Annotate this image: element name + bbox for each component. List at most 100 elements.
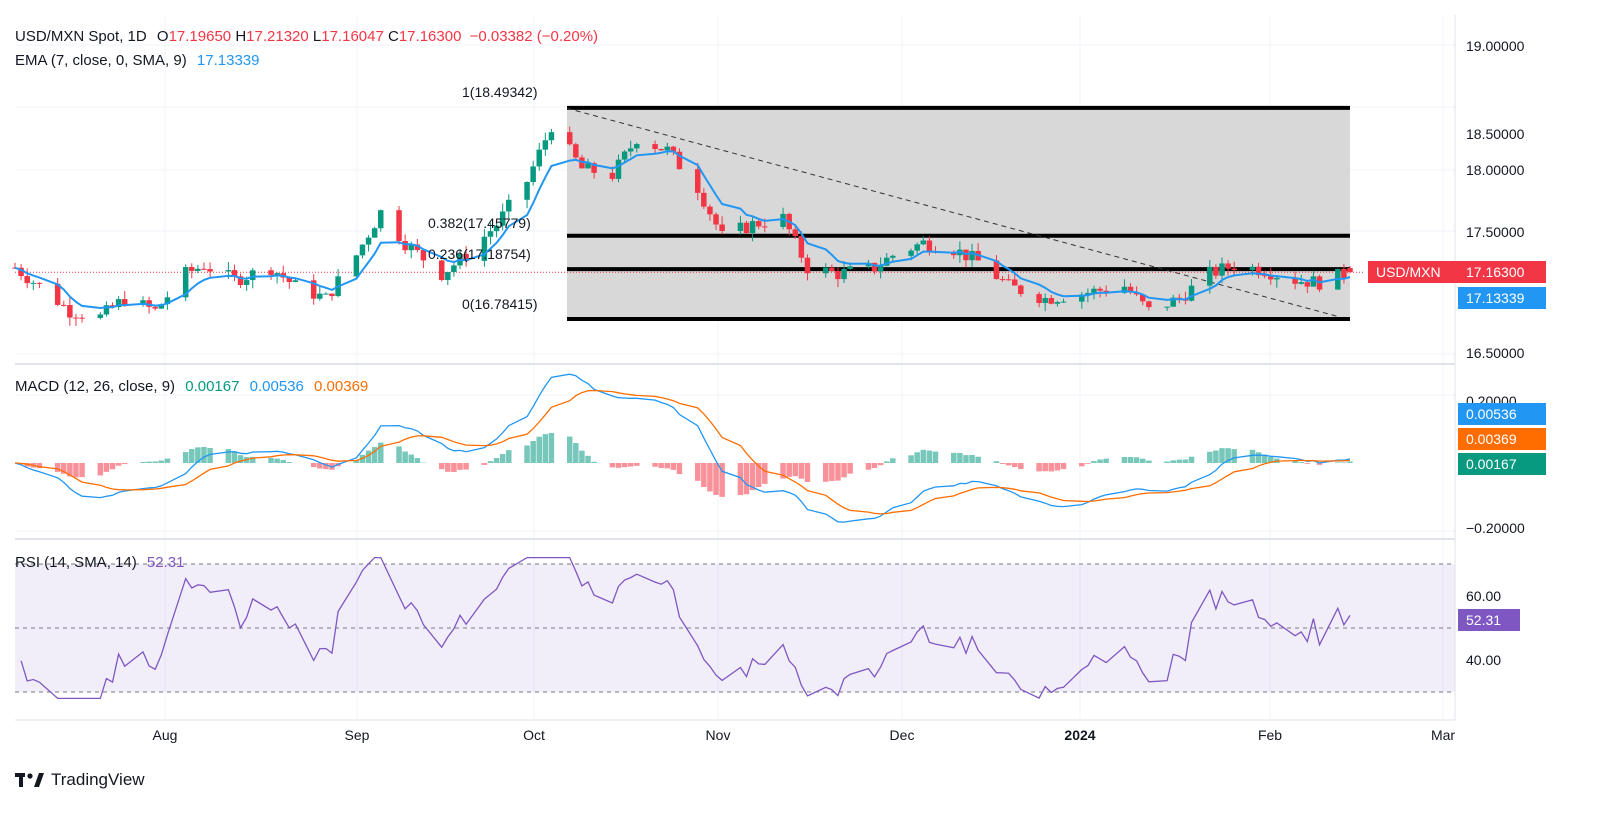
macd-histogram-bar — [652, 463, 658, 467]
macd-histogram-bar — [353, 460, 360, 463]
candle-body — [993, 260, 1000, 280]
candle-body — [274, 273, 280, 275]
macd-histogram-bar — [1085, 463, 1091, 464]
candle-body — [353, 255, 360, 277]
macd-histogram-bar — [835, 463, 841, 481]
macd-histogram-bar — [1018, 463, 1024, 470]
month-label: Feb — [1257, 727, 1283, 743]
macd-line-tag: 0.00536 — [1458, 403, 1546, 425]
candle-body — [762, 226, 768, 228]
macd-histogram-bar — [890, 458, 896, 463]
candle-body — [1225, 263, 1231, 269]
candle-body — [121, 299, 128, 305]
change-value: −0.03382 (−0.20%) — [469, 28, 599, 45]
macd-histogram-bar — [963, 455, 969, 463]
macd-histogram-bar — [499, 454, 506, 463]
macd-histogram-bar — [865, 463, 872, 470]
tradingview-logo[interactable]: TradingView — [15, 770, 145, 790]
rsi-line — [20, 556, 1351, 700]
month-label: Dec — [889, 727, 915, 743]
macd-histogram-bar — [804, 463, 811, 482]
ema-title: EMA (7, close, 0, SMA, 9) — [15, 52, 187, 69]
macd-histogram-bar — [713, 463, 719, 495]
macd-histogram-bar — [225, 449, 232, 463]
candle-body — [506, 199, 512, 212]
candle-body — [1139, 294, 1146, 302]
rsi-title: RSI (14, SMA, 14) — [15, 554, 137, 571]
candle-body — [1048, 298, 1055, 304]
candle-body — [115, 299, 122, 308]
candle-body — [67, 305, 73, 318]
macd-histogram-bar — [591, 461, 597, 463]
candle-body — [926, 240, 933, 252]
macd-legend[interactable]: MACD (12, 26, close, 9) 0.00167 0.00536 … — [15, 378, 368, 396]
candle-body — [237, 276, 244, 285]
macd-histogram-bar — [524, 445, 530, 463]
macd-histogram-bar — [1042, 463, 1048, 472]
open-label: O — [156, 28, 169, 45]
candle-body — [310, 280, 317, 299]
candle-body — [798, 236, 805, 258]
macd-histogram-bar — [755, 463, 762, 488]
fib-zone — [567, 107, 1350, 319]
candle-body — [1304, 282, 1311, 287]
macd-histogram-bar — [1298, 462, 1304, 463]
candle-body — [1274, 277, 1280, 280]
price-pane — [12, 105, 1365, 326]
candle-body — [451, 265, 457, 273]
macd-histogram-bar — [926, 450, 933, 463]
macd-histogram-bar — [67, 463, 73, 477]
macd-histogram-bar — [932, 451, 939, 463]
rsi-legend[interactable]: RSI (14, SMA, 14) 52.31 — [15, 554, 184, 572]
macd-histogram-bar — [707, 463, 713, 492]
candle-body — [999, 279, 1006, 281]
macd-histogram-bar — [1121, 457, 1128, 463]
macd-line — [14, 373, 1351, 523]
candle-body — [499, 211, 506, 226]
month-label: Sep — [344, 727, 370, 743]
macd-histogram-bar — [786, 463, 792, 477]
macd-histogram-bar — [329, 463, 335, 470]
candle-body — [749, 221, 756, 233]
macd-histogram-bar — [371, 447, 378, 463]
candle-body — [713, 214, 719, 225]
month-label: Oct — [523, 727, 545, 743]
macd-histogram-bar — [445, 463, 451, 472]
macd-histogram-bar — [414, 458, 421, 463]
symbol-title[interactable]: USD/MXN Spot, 1D — [15, 28, 147, 45]
candle-body — [18, 267, 24, 277]
candle-body — [908, 250, 914, 256]
macd-axis-label: −0.20000 — [1466, 520, 1525, 536]
fib-label-0236: 0.236(17.18754) — [428, 246, 531, 262]
macd-histogram-bar — [609, 463, 616, 468]
macd-histogram-bar — [877, 463, 884, 466]
candle-body — [1310, 276, 1317, 287]
price-axis-label: 16.50000 — [1466, 345, 1525, 361]
candle-body — [737, 222, 744, 231]
ema-legend[interactable]: EMA (7, close, 0, SMA, 9) 17.13339 — [15, 52, 259, 70]
candle-body — [536, 149, 542, 167]
rsi-pane — [15, 556, 1455, 700]
candle-body — [530, 166, 536, 183]
candle-body — [914, 244, 920, 251]
candle-body — [97, 314, 104, 318]
macd-histogram-bar — [621, 463, 628, 468]
candle-body — [487, 231, 494, 237]
candle-body — [329, 293, 335, 297]
candle-body — [890, 255, 896, 258]
macd-histogram-bar — [438, 463, 445, 470]
macd-histogram-bar — [993, 461, 1000, 463]
macd-histogram-bar — [908, 455, 914, 463]
candle-body — [182, 267, 189, 298]
candle-body — [438, 260, 445, 280]
candle-body — [792, 229, 799, 237]
candle-body — [158, 304, 165, 309]
high-label: H — [235, 28, 247, 45]
macd-histogram-bar — [536, 436, 542, 463]
macd-histogram-bar — [1127, 456, 1134, 463]
candle-body — [249, 270, 256, 281]
candle-body — [268, 270, 274, 275]
macd-histogram-bar — [274, 458, 280, 463]
candle-body — [323, 293, 329, 295]
